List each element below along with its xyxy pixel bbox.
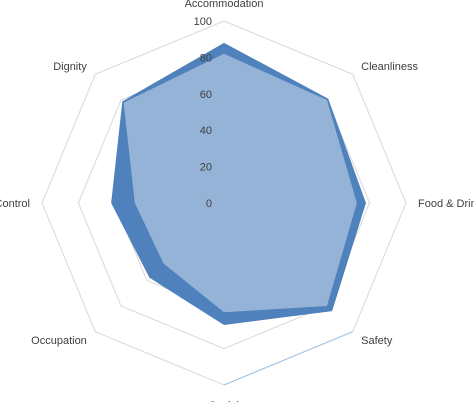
category-label-accommodation: Accommodation (185, 0, 264, 10)
radar-series (111, 42, 366, 325)
series-area-2 (123, 53, 357, 313)
tick-label-80: 80 (200, 52, 212, 64)
tick-label-100: 100 (194, 16, 212, 28)
tick-label-20: 20 (200, 162, 212, 174)
radial-tick-labels: 0 20 40 60 80 100 (194, 16, 212, 210)
category-label-dignity: Dignity (53, 61, 87, 73)
category-label-cleanliness: Cleanliness (361, 61, 418, 73)
category-label-social: Social (209, 400, 239, 402)
outer-ring-highlight-edge (223, 331, 353, 386)
tick-label-60: 60 (200, 89, 212, 101)
tick-label-0: 0 (206, 198, 212, 210)
gridline-ring-80 (77, 56, 371, 350)
category-label-occupation: Occupation (31, 335, 87, 347)
category-label-safety: Safety (361, 335, 393, 347)
tick-label-40: 40 (200, 125, 212, 137)
category-label-control: Control (0, 198, 30, 210)
category-label-food-drink: Food & Drink (418, 198, 474, 210)
